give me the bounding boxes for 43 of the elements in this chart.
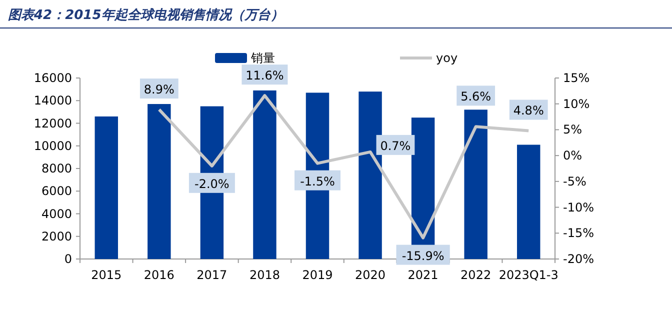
y2-tick-label: 0%: [563, 148, 582, 163]
x-tick-label: 2021: [408, 268, 438, 282]
y-tick-label: 2000: [41, 229, 72, 244]
bar: [148, 104, 171, 259]
data-label: 5.6%: [460, 90, 492, 104]
x-tick-label: 2022: [460, 268, 492, 282]
y-tick-label: 14000: [34, 94, 72, 108]
data-label: -15.9%: [402, 248, 444, 263]
data-label: 11.6%: [246, 68, 284, 83]
y2-tick-label: -10%: [563, 200, 594, 214]
chart-title: 图表42：2015年起全球电视销售情况（万台）: [8, 7, 284, 23]
bar: [358, 92, 382, 259]
bar: [517, 144, 540, 259]
x-tick-label: 2017: [196, 268, 228, 282]
y-tick-label: 8000: [41, 162, 72, 176]
data-label: -2.0%: [194, 176, 230, 191]
y2-tick-label: -15%: [563, 226, 594, 240]
x-tick-label: 2015: [91, 268, 122, 282]
data-label: -1.5%: [300, 174, 335, 188]
bar: [253, 90, 276, 259]
x-tick-label: 2020: [355, 268, 386, 282]
data-label: 8.9%: [144, 82, 174, 97]
x-tick-label: 2019: [302, 268, 333, 282]
y-tick-label: 0: [64, 252, 72, 266]
legend-label: 销量: [250, 51, 275, 65]
y2-tick-label: -20%: [563, 252, 594, 266]
x-tick-label: 2016: [144, 268, 174, 282]
x-tick-label: 2018: [249, 268, 280, 282]
y-tick-label: 10000: [34, 138, 72, 153]
y2-tick-label: 15%: [563, 71, 590, 85]
y2-tick-label: 10%: [563, 96, 590, 111]
bar: [94, 116, 118, 259]
x-tick-label: 2023Q1-3: [498, 268, 558, 282]
bar: [464, 110, 488, 259]
data-label: 4.8%: [513, 104, 544, 118]
y2-tick-label: -5%: [563, 174, 586, 188]
legend-label: yoy: [436, 51, 458, 65]
y-tick-label: 12000: [34, 116, 72, 130]
y-tick-label: 4000: [41, 206, 72, 221]
y2-tick-label: 5%: [563, 122, 582, 137]
y-tick-label: 6000: [41, 184, 72, 198]
data-label: 0.7%: [380, 138, 411, 153]
y-tick-label: 16000: [34, 71, 72, 85]
